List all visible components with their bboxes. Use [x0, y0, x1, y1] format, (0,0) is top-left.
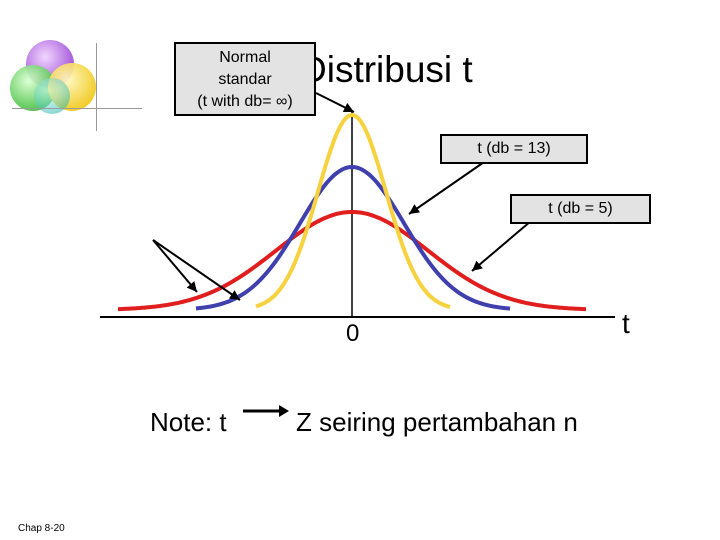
callout-normal-line2: standar: [218, 71, 272, 88]
arrow-t13-head: [409, 204, 421, 214]
slide-title: Distribusi t: [300, 49, 473, 90]
note-suffix: Z seiring pertambahan n: [296, 407, 578, 437]
callout-normal-line1: Normal: [219, 49, 271, 66]
slide-footer: Chap 8-20: [18, 523, 65, 534]
axis-zero-label: 0: [346, 320, 360, 347]
callout-t-db13: t (db = 13): [440, 134, 588, 164]
arrow-tail-left-head: [186, 281, 197, 292]
curve-t-db13: [195, 164, 511, 311]
divider-horizontal: [12, 108, 142, 109]
axis-label-t: t: [622, 308, 630, 339]
callout-normal-standard: Normal standar (t with db= ∞): [174, 42, 316, 116]
arrow-t5-head: [472, 260, 483, 271]
arrow-tail-left-line: [152, 239, 198, 293]
callout-t-db5: t (db = 5): [510, 194, 651, 224]
divider-vertical: [96, 43, 97, 131]
callout-normal-line3: (t with db= ∞): [197, 93, 293, 110]
curve-t-db5: [118, 210, 586, 312]
curve-normal: [255, 112, 451, 309]
arrow-tail-right-line: [152, 239, 241, 301]
arrow-normal-head: [342, 103, 354, 112]
arrow-t13-line: [408, 159, 488, 215]
arrow-tail-right-head: [228, 290, 240, 300]
arrow-t5-line: [471, 220, 532, 272]
note-prefix: Note: t: [150, 407, 227, 437]
